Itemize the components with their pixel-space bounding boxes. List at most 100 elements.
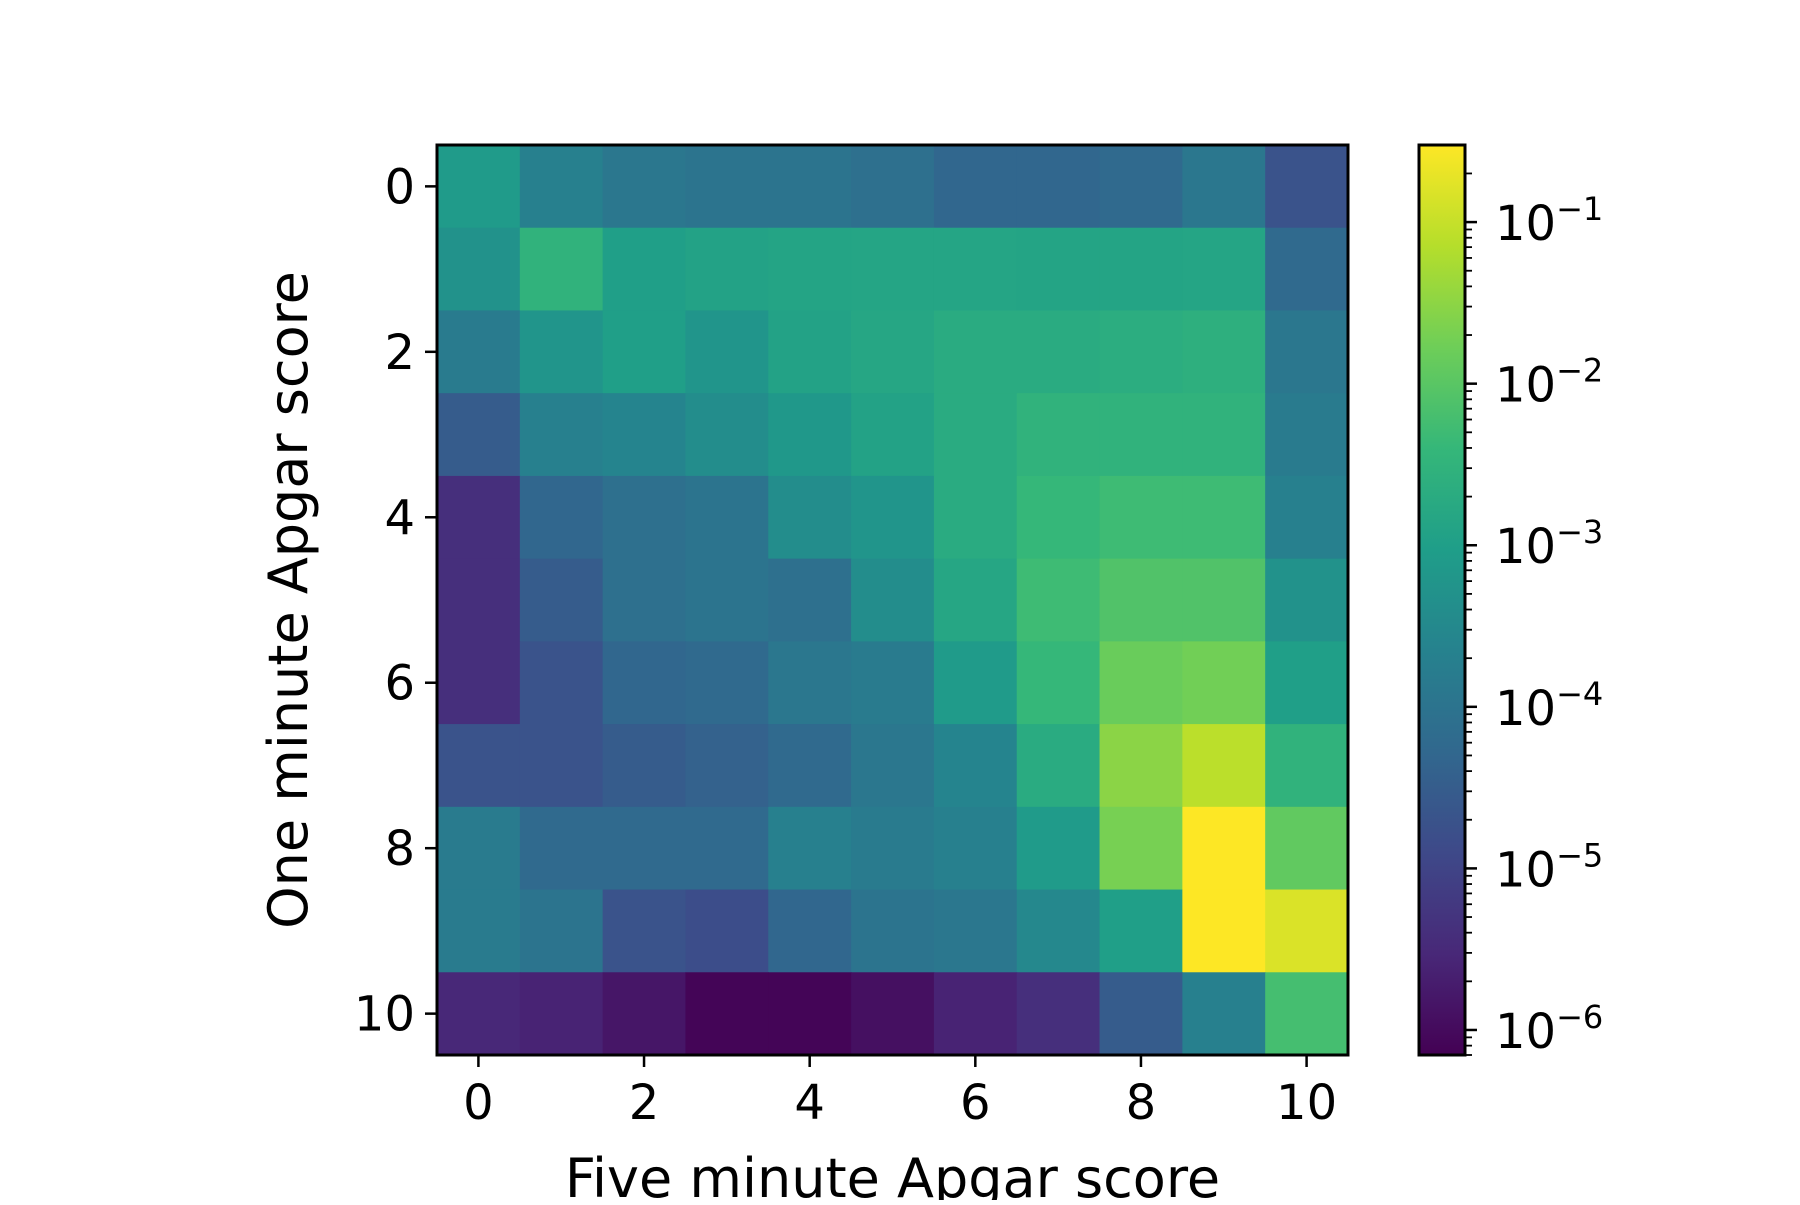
x-axis-ticks: 0 2 4 6 8 10 bbox=[463, 1055, 1337, 1131]
heatmap-cell-r9-c6 bbox=[933, 889, 1018, 973]
heatmap-cell-r5-c9 bbox=[1182, 558, 1266, 642]
heatmap-cell-r2-c7 bbox=[1016, 310, 1101, 394]
heatmap-cell-r8-c10 bbox=[1265, 806, 1349, 891]
heatmap-cell-r10-c1 bbox=[519, 972, 604, 1056]
heatmap-cell-r9-c2 bbox=[602, 889, 687, 973]
heatmap-cell-r0-c10 bbox=[1265, 145, 1349, 229]
heatmap-cell-r9-c0 bbox=[437, 889, 521, 973]
heatmap-cell-r6-c10 bbox=[1265, 641, 1349, 725]
heatmap-cell-r1-c8 bbox=[1099, 227, 1183, 312]
x-tick-label: 4 bbox=[794, 1075, 825, 1131]
heatmap-cell-r4-c0 bbox=[437, 475, 521, 560]
heatmap-cell-r0-c4 bbox=[768, 145, 852, 229]
heatmap-cell-r2-c8 bbox=[1099, 310, 1183, 394]
heatmap-cell-r8-c7 bbox=[1016, 806, 1101, 891]
heatmap-cell-r5-c0 bbox=[437, 558, 521, 642]
heatmap-cell-r2-c4 bbox=[768, 310, 852, 394]
heatmap-cell-r3-c8 bbox=[1099, 393, 1183, 477]
heatmap-cell-r7-c8 bbox=[1099, 724, 1183, 808]
heatmap-cell-r5-c4 bbox=[768, 558, 852, 642]
heatmap-cell-r5-c2 bbox=[602, 558, 687, 642]
heatmap-cell-r5-c7 bbox=[1016, 558, 1101, 642]
heatmap-cell-r5-c1 bbox=[519, 558, 604, 642]
colorbar-tick-label: 10−1 bbox=[1495, 190, 1603, 252]
heatmap-cell-r1-c2 bbox=[602, 227, 687, 312]
heatmap-cell-r7-c3 bbox=[685, 724, 769, 808]
y-tick-label: 10 bbox=[354, 987, 415, 1043]
heatmap-cell-r3-c6 bbox=[933, 393, 1018, 477]
heatmap-cell-r6-c4 bbox=[768, 641, 852, 725]
heatmap-cell-r3-c1 bbox=[519, 393, 604, 477]
heatmap-cell-r8-c6 bbox=[933, 806, 1018, 891]
heatmap-cell-r2-c1 bbox=[519, 310, 604, 394]
heatmap-cell-r3-c3 bbox=[685, 393, 769, 477]
heatmap-cell-r8-c9 bbox=[1182, 806, 1266, 891]
x-tick-label: 8 bbox=[1126, 1075, 1157, 1131]
heatmap-cell-r9-c7 bbox=[1016, 889, 1101, 973]
heatmap-cell-r10-c8 bbox=[1099, 972, 1183, 1056]
heatmap-cell-r9-c9 bbox=[1182, 889, 1266, 973]
colorbar-tick-label: 10−4 bbox=[1495, 675, 1603, 737]
heatmap-cell-r7-c1 bbox=[519, 724, 604, 808]
x-axis-label: Five minute Apgar score bbox=[565, 1147, 1220, 1200]
heatmap-cell-r10-c5 bbox=[851, 972, 935, 1056]
heatmap-cell-r6-c6 bbox=[933, 641, 1018, 725]
y-tick-label: 6 bbox=[384, 656, 415, 712]
heatmap-cell-r10-c4 bbox=[768, 972, 852, 1056]
heatmap-cell-r6-c7 bbox=[1016, 641, 1101, 725]
heatmap-cell-r8-c2 bbox=[602, 806, 687, 891]
plot-frame bbox=[435, 143, 1350, 1057]
heatmap-cell-r1-c7 bbox=[1016, 227, 1101, 312]
heatmap-cell-r0-c5 bbox=[851, 145, 935, 229]
y-axis-ticks: 0 2 4 6 8 10 bbox=[354, 159, 437, 1043]
heatmap-cell-r4-c6 bbox=[933, 475, 1018, 560]
heatmap-cell-r5-c8 bbox=[1099, 558, 1183, 642]
heatmap-cell-r7-c6 bbox=[933, 724, 1018, 808]
y-tick-label: 2 bbox=[384, 325, 415, 381]
heatmap-cell-r3-c9 bbox=[1182, 393, 1266, 477]
heatmap-cell-r10-c0 bbox=[437, 972, 521, 1056]
heatmap-cell-r0-c2 bbox=[602, 145, 687, 229]
heatmap-cell-r9-c3 bbox=[685, 889, 769, 973]
x-tick-label: 0 bbox=[463, 1075, 494, 1131]
heatmap-cell-r1-c1 bbox=[519, 227, 604, 312]
heatmap-cell-r9-c8 bbox=[1099, 889, 1183, 973]
heatmap-cell-r1-c9 bbox=[1182, 227, 1266, 312]
heatmap-cell-r7-c4 bbox=[768, 724, 852, 808]
heatmap-cell-r8-c8 bbox=[1099, 806, 1183, 891]
heatmap-cell-r6-c9 bbox=[1182, 641, 1266, 725]
heatmap-cell-r4-c9 bbox=[1182, 475, 1266, 560]
heatmap-cell-r0-c6 bbox=[933, 145, 1018, 229]
y-tick-label: 0 bbox=[384, 159, 415, 215]
colorbar-ticks: 10−6 10−5 10−4 10−3 10−2 10−1 bbox=[1465, 172, 1603, 1060]
heatmap-cell-r0-c7 bbox=[1016, 145, 1101, 229]
heatmap-cell-r2-c9 bbox=[1182, 310, 1266, 394]
heatmap-cell-r9-c5 bbox=[851, 889, 935, 973]
colorbar-tick-label: 10−6 bbox=[1495, 998, 1603, 1060]
y-tick-label: 4 bbox=[384, 490, 415, 546]
heatmap-cell-r6-c5 bbox=[851, 641, 935, 725]
heatmap-cell-r4-c5 bbox=[851, 475, 935, 560]
heatmap-cell-r6-c3 bbox=[685, 641, 769, 725]
heatmap-cell-r0-c0 bbox=[437, 145, 521, 229]
x-tick-label: 6 bbox=[960, 1075, 991, 1131]
heatmap-cell-r10-c3 bbox=[685, 972, 769, 1056]
heatmap-cell-r5-c10 bbox=[1265, 558, 1349, 642]
heatmap-cell-r7-c2 bbox=[602, 724, 687, 808]
heatmap-cell-r2-c3 bbox=[685, 310, 769, 394]
heatmap-cell-r9-c10 bbox=[1265, 889, 1349, 973]
heatmap-cell-r6-c0 bbox=[437, 641, 521, 725]
heatmap-cell-r5-c6 bbox=[933, 558, 1018, 642]
heatmap-cell-r2-c2 bbox=[602, 310, 687, 394]
heatmap-cell-r3-c5 bbox=[851, 393, 935, 477]
heatmap-cell-r8-c4 bbox=[768, 806, 852, 891]
heatmap-cell-r10-c6 bbox=[933, 972, 1018, 1056]
heatmap-cell-r4-c4 bbox=[768, 475, 852, 560]
y-tick-label: 8 bbox=[384, 821, 415, 877]
heatmap-cell-r6-c1 bbox=[519, 641, 604, 725]
heatmap-cell-r5-c3 bbox=[685, 558, 769, 642]
heatmap-cell-r5-c5 bbox=[851, 558, 935, 642]
heatmap-cell-r0-c8 bbox=[1099, 145, 1183, 229]
x-tick-label: 10 bbox=[1276, 1075, 1337, 1131]
